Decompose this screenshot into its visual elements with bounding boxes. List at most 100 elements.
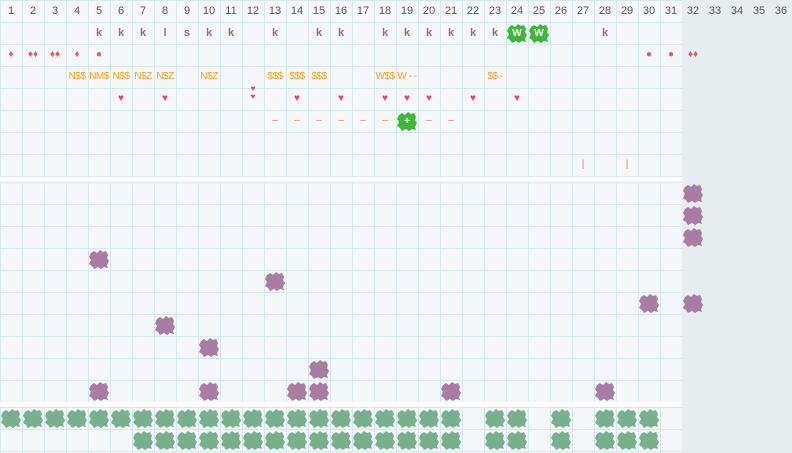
letter-marker[interactable]: k <box>95 26 103 39</box>
drop-marker[interactable]: ♦♦ <box>27 49 39 60</box>
purple-blob[interactable] <box>308 380 330 402</box>
green-blob[interactable] <box>330 407 352 429</box>
green-blob[interactable] <box>66 407 88 429</box>
dash-marker[interactable]: – <box>316 115 322 126</box>
green-blob[interactable] <box>44 407 66 429</box>
dash-marker[interactable]: – <box>448 115 454 126</box>
token-marker[interactable]: $$$ <box>289 71 305 82</box>
letter-marker[interactable]: k <box>337 26 345 39</box>
green-blob[interactable] <box>198 407 220 429</box>
purple-blob[interactable] <box>594 380 616 402</box>
plus-badge[interactable]: + <box>396 110 418 132</box>
green-blob[interactable] <box>198 429 220 451</box>
heart-icon[interactable]: ♥ <box>426 93 432 104</box>
green-blob[interactable] <box>594 429 616 451</box>
dash-marker[interactable]: – <box>426 115 432 126</box>
green-blob[interactable] <box>440 429 462 451</box>
letter-marker[interactable]: k <box>381 26 389 39</box>
token-marker[interactable]: N$$ <box>68 71 86 82</box>
green-blob[interactable] <box>132 407 154 429</box>
token-marker[interactable]: N$Z <box>200 71 218 82</box>
green-blob[interactable] <box>110 407 132 429</box>
green-blob[interactable] <box>308 429 330 451</box>
purple-blob[interactable] <box>682 182 704 204</box>
letter-marker[interactable]: k <box>271 26 279 39</box>
letter-marker[interactable]: k <box>601 26 609 39</box>
heart-icon[interactable]: ♥ <box>514 93 520 104</box>
purple-blob[interactable] <box>154 314 176 336</box>
letter-marker[interactable]: l <box>163 26 167 39</box>
heart-icon[interactable]: ♥ <box>162 93 168 104</box>
purple-blob[interactable] <box>88 248 110 270</box>
drop-marker[interactable]: ♦♦ <box>49 49 61 60</box>
green-blob[interactable] <box>176 429 198 451</box>
token-marker[interactable]: N$$ <box>112 71 130 82</box>
green-blob[interactable] <box>396 407 418 429</box>
green-blob[interactable] <box>176 407 198 429</box>
token-marker[interactable]: N$Z <box>156 71 174 82</box>
purple-blob[interactable] <box>88 380 110 402</box>
green-blob[interactable] <box>242 429 264 451</box>
dash-marker[interactable]: – <box>294 115 300 126</box>
green-blob[interactable] <box>330 429 352 451</box>
green-blob[interactable] <box>550 407 572 429</box>
heart-icon[interactable]: ♥ <box>470 93 476 104</box>
heart-icon[interactable]: ♥ <box>404 93 410 104</box>
token-marker[interactable]: NM$ <box>89 71 109 82</box>
letter-marker[interactable]: k <box>205 26 213 39</box>
purple-blob[interactable] <box>286 380 308 402</box>
green-blob[interactable] <box>352 429 374 451</box>
letter-marker[interactable]: k <box>469 26 477 39</box>
green-blob[interactable] <box>220 429 242 451</box>
green-blob[interactable] <box>242 407 264 429</box>
dash-marker[interactable]: – <box>382 115 388 126</box>
green-blob[interactable] <box>550 429 572 451</box>
heart-icon[interactable]: ♥ <box>294 93 300 104</box>
green-blob[interactable] <box>638 429 660 451</box>
green-blob[interactable] <box>506 407 528 429</box>
letter-marker[interactable]: k <box>315 26 323 39</box>
purple-blob[interactable] <box>682 204 704 226</box>
green-blob[interactable] <box>594 407 616 429</box>
drop-marker[interactable]: ♦ <box>8 49 14 60</box>
w-badge[interactable]: W <box>528 22 550 44</box>
green-blob[interactable] <box>308 407 330 429</box>
token-marker[interactable]: N$Z <box>134 71 152 82</box>
letter-marker[interactable]: s <box>183 26 191 39</box>
letter-marker[interactable]: k <box>227 26 235 39</box>
green-blob[interactable] <box>154 429 176 451</box>
token-marker[interactable]: W - - <box>397 71 417 82</box>
green-blob[interactable] <box>0 407 22 429</box>
green-blob[interactable] <box>374 429 396 451</box>
green-blob[interactable] <box>440 407 462 429</box>
purple-blob[interactable] <box>198 336 220 358</box>
purple-blob[interactable] <box>264 270 286 292</box>
green-blob[interactable] <box>220 407 242 429</box>
green-blob[interactable] <box>154 407 176 429</box>
token-marker[interactable]: W$$ <box>375 71 395 82</box>
heart-icon[interactable]: ♥ <box>118 93 124 104</box>
purple-blob[interactable] <box>440 380 462 402</box>
green-blob[interactable] <box>396 429 418 451</box>
green-blob[interactable] <box>264 407 286 429</box>
purple-blob[interactable] <box>308 358 330 380</box>
letter-marker[interactable]: k <box>447 26 455 39</box>
dash-marker[interactable]: – <box>272 115 278 126</box>
drop-marker[interactable]: ♦ <box>74 49 80 60</box>
w-badge[interactable]: W <box>506 22 528 44</box>
drop-marker[interactable]: ♦♦ <box>687 49 699 60</box>
green-blob[interactable] <box>374 407 396 429</box>
dash-marker[interactable]: – <box>338 115 344 126</box>
green-blob[interactable] <box>638 407 660 429</box>
green-blob[interactable] <box>352 407 374 429</box>
green-blob[interactable] <box>418 407 440 429</box>
green-blob[interactable] <box>132 429 154 451</box>
drop-marker[interactable]: ● <box>645 49 653 60</box>
purple-blob[interactable] <box>638 292 660 314</box>
green-blob[interactable] <box>506 429 528 451</box>
purple-blob[interactable] <box>682 226 704 248</box>
token-marker[interactable]: $$ - <box>487 71 503 82</box>
token-marker[interactable]: $$$ <box>311 71 327 82</box>
purple-blob[interactable] <box>198 380 220 402</box>
letter-marker[interactable]: k <box>425 26 433 39</box>
